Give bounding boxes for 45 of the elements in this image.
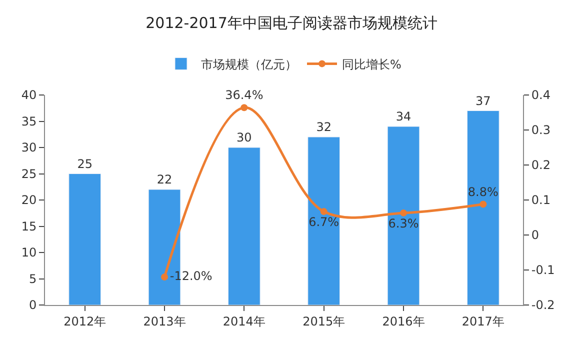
bar	[466, 110, 500, 305]
data-label: 25	[77, 156, 92, 171]
point	[161, 274, 168, 280]
y-tick-label: 25	[21, 166, 37, 181]
y2-tick-label: -0.1	[531, 263, 555, 278]
bar	[228, 147, 260, 305]
x-tick-label: 2017年	[462, 314, 504, 328]
x-tick-label: 2014年	[222, 314, 266, 328]
x-tick-label: 2013年	[143, 314, 186, 328]
y2-tick-label: 0.4	[531, 88, 550, 102]
point	[400, 209, 407, 216]
bar	[68, 174, 102, 305]
legend-label: 市场规模（亿元）	[201, 57, 297, 72]
data-label: 34	[396, 110, 412, 124]
x-tick-label: 2016年	[382, 314, 425, 328]
y-tick-label: 10	[21, 246, 37, 260]
point	[480, 200, 487, 208]
y-tick-label: 20	[21, 193, 37, 208]
y-tick-label: 5	[28, 272, 37, 286]
point	[320, 208, 328, 216]
data-label: 22	[156, 172, 172, 186]
bar	[308, 136, 340, 305]
data-label: 32	[316, 120, 332, 134]
y-tick-label: 0	[28, 298, 37, 312]
point	[240, 104, 248, 112]
data-label: 30	[236, 130, 252, 144]
y-tick-label: 30	[21, 140, 37, 155]
y-tick-label: 35	[21, 114, 37, 128]
y2-tick-label: 0	[531, 228, 540, 242]
bar	[387, 126, 420, 305]
data-label: 37	[476, 94, 491, 108]
chart-title: 2012-2017年中国电子阅读器市场规模统计	[146, 14, 438, 32]
y2-tick-label: -0.2	[531, 298, 555, 312]
data-label: 6.3%	[388, 216, 419, 230]
y2-tick-label: 0.1	[531, 193, 550, 208]
data-label: 6.7%	[308, 214, 340, 229]
legend-label: 同比增长%	[342, 57, 402, 72]
y-tick-label: 15	[21, 219, 37, 234]
x-tick-label: 2012年	[64, 314, 106, 328]
data-label: 8.8%	[468, 184, 498, 199]
y2-tick-label: 0.3	[531, 123, 550, 138]
data-label: 36.4%	[225, 88, 264, 102]
y2-tick-label: 0.2	[531, 158, 550, 172]
x-tick-label: 2015年	[302, 314, 346, 328]
y-tick-label: 40	[21, 88, 37, 102]
